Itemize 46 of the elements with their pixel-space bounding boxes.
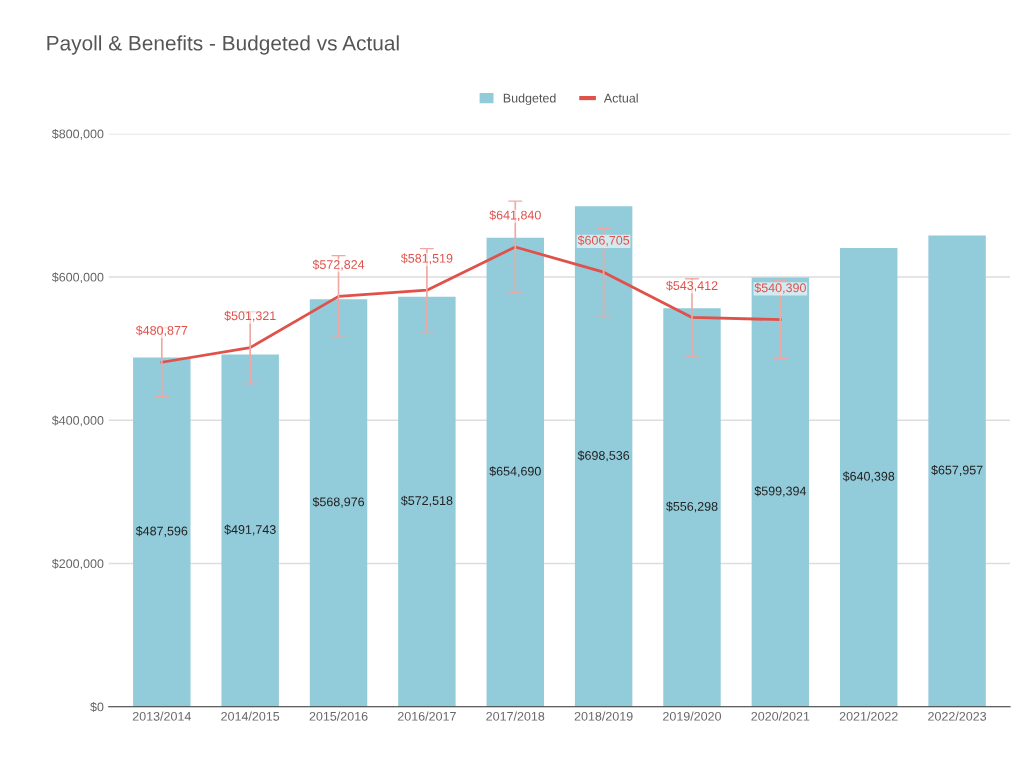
x-tick-label: 2013/2014	[132, 711, 191, 721]
data-label: $572,824	[312, 259, 365, 271]
bar	[486, 237, 544, 707]
y-tick-label: $400,000	[51, 415, 104, 427]
data-label: $568,976	[312, 496, 365, 508]
data-label: $556,298	[666, 501, 718, 513]
data-label: $487,596	[135, 526, 188, 537]
bar	[398, 296, 456, 707]
data-label: $640,398	[842, 471, 895, 483]
bar	[574, 206, 633, 707]
bar	[221, 354, 279, 707]
x-tick-label: 2015/2016	[309, 711, 368, 721]
x-tick-label: 2021/2022	[839, 711, 898, 721]
y-tick-label: $600,000	[51, 272, 104, 284]
data-label: $501,321	[224, 310, 276, 322]
legend-label: Actual	[603, 93, 638, 103]
data-label: $572,518	[400, 495, 453, 507]
bar	[840, 248, 898, 707]
bar	[928, 235, 986, 707]
data-label: $657,957	[931, 465, 983, 476]
x-tick-label: 2022/2023	[928, 711, 987, 721]
x-tick-label: 2020/2021	[751, 711, 810, 721]
data-label: $606,705	[577, 235, 630, 247]
y-tick-label: $800,000	[51, 128, 104, 140]
y-tick-label: $200,000	[51, 558, 104, 570]
data-label: $641,840	[489, 210, 541, 221]
data-label: $698,536	[577, 450, 630, 462]
bar	[133, 357, 191, 707]
data-label: $599,394	[754, 486, 807, 497]
data-label: $654,690	[489, 466, 541, 478]
legend-label: Budgeted	[503, 93, 556, 106]
data-label: $543,412	[666, 280, 718, 292]
x-tick-label: 2017/2018	[486, 711, 545, 721]
y-tick-label: $0	[90, 701, 104, 713]
chart-title: Payoll & Benefits - Budgeted vs Actual	[47, 35, 399, 55]
bar	[751, 277, 810, 707]
bar	[663, 308, 721, 707]
data-label: $480,877	[135, 325, 188, 337]
x-tick-label: 2018/2019	[574, 711, 633, 721]
x-tick-label: 2016/2017	[397, 711, 456, 721]
x-tick-label: 2019/2020	[663, 711, 722, 721]
bar	[309, 299, 368, 707]
data-label: $491,743	[224, 524, 276, 536]
x-tick-label: 2014/2015	[221, 711, 280, 721]
data-label: $540,390	[754, 282, 806, 294]
data-label: $581,519	[400, 253, 453, 265]
